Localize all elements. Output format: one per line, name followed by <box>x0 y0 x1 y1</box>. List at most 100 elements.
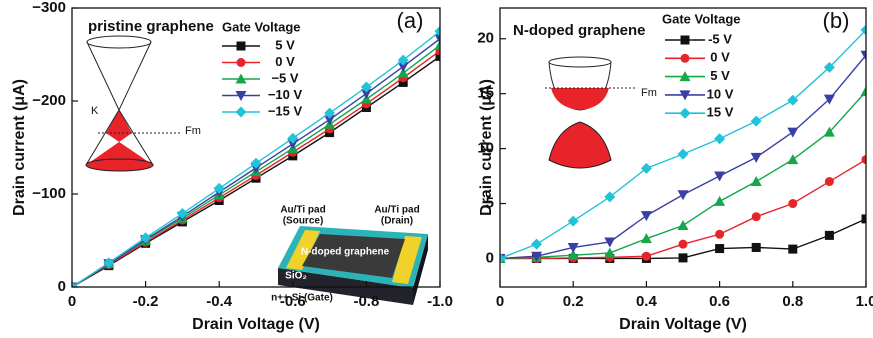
marker <box>679 71 691 82</box>
annotation: pristine graphene <box>88 18 214 35</box>
panel-label: (a) <box>397 8 424 33</box>
y-tick-label: 10 <box>477 140 494 157</box>
legend-title: Gate Voltage <box>222 19 301 34</box>
marker <box>715 229 725 239</box>
dirac-cone <box>85 35 182 172</box>
marker <box>824 230 834 240</box>
x-tick-label: 0.2 <box>563 293 584 310</box>
x-axis-label: Drain Voltage (V) <box>192 316 320 333</box>
marker <box>434 25 440 37</box>
marker <box>788 199 798 209</box>
marker <box>103 257 115 269</box>
x-axis-label: Drain Voltage (V) <box>619 316 747 333</box>
marker <box>567 242 579 253</box>
marker <box>236 41 246 51</box>
x-tick-label: 0 <box>68 293 76 310</box>
marker <box>860 24 866 36</box>
marker <box>679 107 691 119</box>
marker <box>677 190 689 201</box>
x-tick-label: 1.0 <box>856 293 873 310</box>
y-tick-label: −100 <box>32 185 66 202</box>
y-tick-label: 5 <box>486 194 494 211</box>
annotation: K <box>91 105 99 117</box>
marker <box>434 34 440 45</box>
inset-label: Au/Ti pad <box>280 205 325 216</box>
marker <box>823 61 835 73</box>
marker <box>823 126 835 137</box>
marker <box>567 249 579 260</box>
marker <box>679 90 691 101</box>
x-tick-label: 0.6 <box>709 293 730 310</box>
marker <box>324 107 336 119</box>
marker <box>324 115 336 126</box>
x-tick-label: -0.6 <box>280 293 306 310</box>
marker <box>287 132 299 144</box>
marker <box>750 115 762 127</box>
marker <box>250 157 262 169</box>
marker <box>680 53 690 63</box>
marker <box>604 247 616 258</box>
marker <box>360 81 372 93</box>
marker <box>824 177 834 187</box>
annotation: N-doped graphene <box>513 22 646 39</box>
legend-label: 10 V <box>707 86 734 101</box>
marker <box>435 51 440 61</box>
marker <box>680 35 690 45</box>
marker <box>641 251 651 261</box>
marker <box>677 219 689 230</box>
marker <box>823 94 835 105</box>
marker <box>397 54 409 66</box>
inset-label: (Source) <box>283 216 324 227</box>
x-tick-label: 0 <box>496 293 504 310</box>
marker <box>788 244 798 254</box>
marker <box>398 77 408 87</box>
y-tick-label: 20 <box>477 30 494 47</box>
plot-frame <box>499 7 867 288</box>
marker <box>213 182 225 194</box>
marker <box>287 139 299 150</box>
marker <box>235 91 247 101</box>
y-tick-label: 15 <box>477 85 494 102</box>
marker <box>397 62 409 73</box>
series-group <box>72 25 440 287</box>
marker <box>861 214 866 224</box>
marker <box>861 155 866 165</box>
marker <box>787 154 799 165</box>
marker <box>678 253 688 263</box>
annotation: Fm <box>641 87 657 99</box>
marker <box>567 215 579 227</box>
y-tick-label: 0 <box>58 278 66 295</box>
legend-label: −15 V <box>268 103 303 118</box>
marker <box>640 162 652 174</box>
panel-label: (b) <box>823 8 850 33</box>
marker <box>140 232 152 244</box>
inset-label: N-doped graphene <box>301 247 390 258</box>
inset-label: Au/Ti pad <box>374 205 419 216</box>
marker <box>500 252 506 264</box>
marker <box>176 208 188 220</box>
marker <box>235 106 247 118</box>
annotation: Fm <box>185 125 201 137</box>
doped-cones <box>545 56 637 169</box>
marker <box>751 242 761 252</box>
legend-label: -5 V <box>708 31 732 46</box>
marker <box>714 195 726 206</box>
marker <box>235 73 247 84</box>
marker <box>750 152 762 163</box>
legend-label: 5 V <box>710 68 730 83</box>
y-tick-label: −300 <box>32 0 66 16</box>
marker <box>604 237 616 248</box>
legend-label: −5 V <box>271 70 298 85</box>
marker <box>397 67 409 78</box>
marker <box>714 133 726 145</box>
marker <box>787 127 799 138</box>
marker <box>236 58 246 67</box>
marker <box>531 251 543 262</box>
y-tick-label: −200 <box>32 92 66 109</box>
series-group <box>500 24 866 264</box>
plot-frame <box>71 7 441 288</box>
marker <box>434 39 440 50</box>
legend-label: 5 V <box>275 37 295 52</box>
marker <box>787 94 799 106</box>
